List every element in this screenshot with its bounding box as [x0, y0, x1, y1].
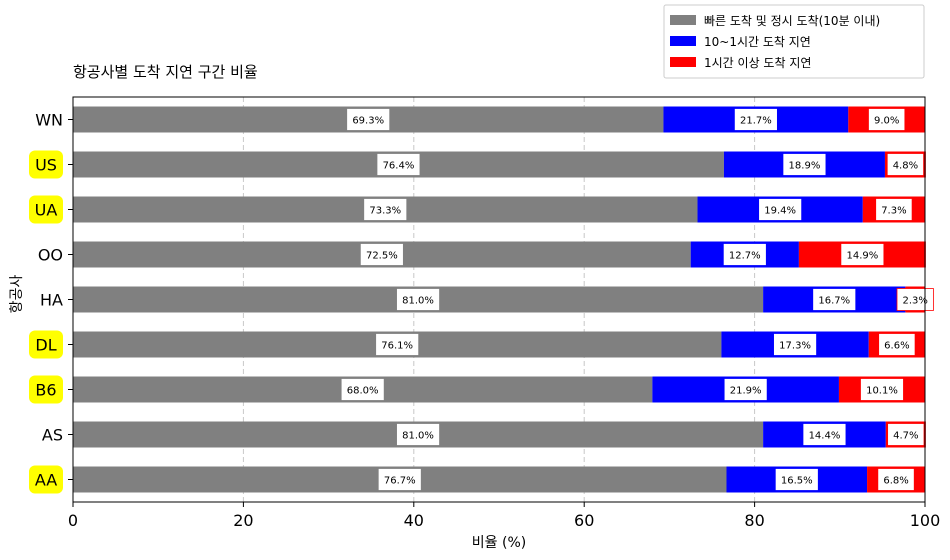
legend-label: 빠른 도착 및 정시 도착(10분 이내): [704, 14, 880, 28]
value-label: 72.5%: [366, 251, 398, 262]
value-label-box: [887, 423, 925, 446]
value-label: 14.9%: [846, 251, 878, 262]
value-label: 81.0%: [402, 296, 434, 307]
value-label: 68.0%: [347, 386, 379, 397]
value-label-box: [396, 423, 440, 446]
x-axis-title: 비율 (%): [472, 535, 526, 551]
value-label-box: [840, 243, 885, 266]
value-label: 16.7%: [818, 296, 850, 307]
legend-label: 10~1시간 도착 지연: [704, 35, 811, 49]
y-tick-label: UA: [35, 201, 58, 220]
value-label: 81.0%: [402, 431, 434, 442]
x-tick-label: 80: [744, 511, 764, 530]
y-tick-label: B6: [35, 381, 56, 400]
category-highlight: [29, 330, 63, 359]
bar-value-labels: 69.3% 21.7% 9.0% 76.4% 18.9% 4.8% 73.3% 19.4% 7.…: [340, 108, 934, 491]
category-highlight: [29, 150, 63, 179]
value-label-box: [774, 468, 819, 491]
x-tick-label: 20: [233, 511, 253, 530]
value-label-box: [340, 378, 385, 401]
plot-frame: [72, 96, 926, 503]
y-tick-label: AA: [35, 471, 57, 490]
value-label: 19.4%: [764, 206, 796, 217]
x-tick-label: 0: [68, 511, 78, 530]
value-label-box: [878, 333, 916, 356]
y-tick-label: OO: [38, 246, 63, 265]
legend-swatch: [670, 36, 696, 46]
y-tick-label: DL: [35, 336, 56, 355]
value-label: 12.7%: [729, 251, 761, 262]
value-label-box: [812, 288, 857, 311]
chart-title: 항공사별 도착 지연 구간 비율: [73, 63, 258, 81]
value-label: 10.1%: [866, 386, 898, 397]
value-label-box: [875, 198, 913, 221]
value-label-box: [860, 378, 904, 401]
value-label-box: [396, 288, 440, 311]
y-tick-label: US: [35, 156, 57, 175]
value-label: 7.3%: [881, 206, 906, 217]
y-axis-title: 항공사: [9, 275, 25, 314]
legend-frame: [663, 4, 925, 79]
value-label-box: [868, 108, 906, 131]
value-label: 17.3%: [779, 341, 811, 352]
y-axis-ticks: WN US UA OO HA DL B6 AS AA: [29, 111, 73, 494]
value-label-box: [802, 423, 847, 446]
category-highlight: [29, 195, 63, 224]
value-label: 2.3%: [902, 296, 927, 307]
value-label: 21.7%: [740, 116, 772, 127]
value-label: 16.5%: [781, 476, 813, 487]
value-label: 4.8%: [893, 161, 918, 172]
value-label: 73.3%: [369, 206, 401, 217]
value-label: 21.9%: [730, 386, 762, 397]
value-label-box: [782, 153, 827, 176]
value-label: 9.0%: [874, 116, 899, 127]
value-label-box: [733, 108, 778, 131]
y-tick-label: AS: [42, 426, 63, 445]
value-label-box: [773, 333, 817, 356]
value-label-box: [346, 108, 391, 131]
x-tick-label: 100: [910, 511, 941, 530]
value-label: 76.7%: [384, 476, 416, 487]
value-label-box: [376, 153, 421, 176]
value-label: 76.1%: [381, 341, 413, 352]
legend-swatch: [670, 57, 696, 67]
value-label-box: [758, 198, 803, 221]
value-label: 4.7%: [893, 431, 918, 442]
value-label: 6.6%: [884, 341, 909, 352]
value-label-box: [375, 333, 420, 356]
legend-swatch: [670, 15, 696, 25]
x-axis-ticks: 0 20 40 60 80 100: [68, 502, 940, 530]
value-label: 14.4%: [809, 431, 841, 442]
value-label: 18.9%: [789, 161, 821, 172]
value-label-box: [722, 243, 767, 266]
value-label-box: [359, 243, 404, 266]
x-tick-label: 40: [404, 511, 424, 530]
category-highlight: [29, 465, 63, 494]
value-label-box: [877, 468, 915, 491]
x-tick-label: 60: [574, 511, 594, 530]
value-label-box: [723, 378, 768, 401]
y-tick-label: HA: [40, 291, 63, 310]
legend-label: 1시간 이상 도착 지연: [704, 56, 811, 70]
y-tick-label: WN: [35, 111, 63, 130]
value-label: 76.4%: [383, 161, 415, 172]
value-label: 69.3%: [352, 116, 384, 127]
value-label-box: [377, 468, 422, 491]
value-label-box: [363, 198, 408, 221]
value-label-box: [896, 288, 934, 311]
value-label-box: [886, 153, 925, 176]
value-label: 6.8%: [883, 476, 908, 487]
category-highlight: [29, 375, 63, 404]
legend: 빠른 도착 및 정시 도착(10분 이내) 10~1시간 도착 지연 1시간 이상 …: [663, 4, 925, 79]
